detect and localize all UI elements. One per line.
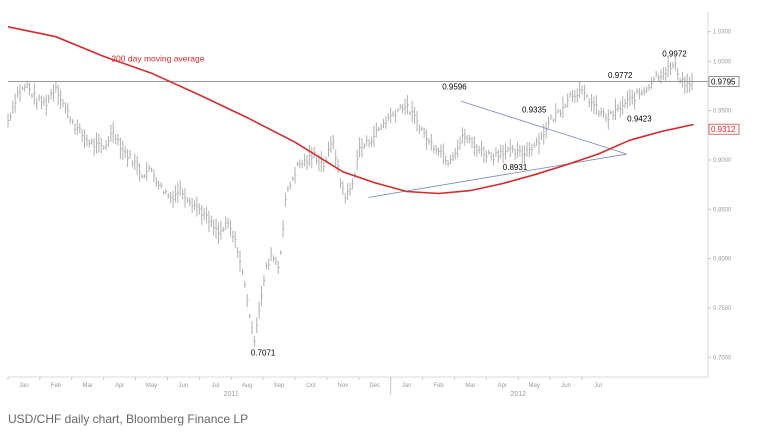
- last-value-box: [708, 123, 740, 135]
- price-bars: [7, 56, 694, 347]
- price-annotation: 0.9335: [522, 106, 547, 115]
- x-tick-label: Feb: [433, 383, 444, 389]
- y-tick-label: 0.8000: [713, 257, 732, 263]
- price-annotation: 0.9423: [627, 115, 652, 124]
- x-tick-label: Nov: [338, 383, 349, 389]
- x-tick-label: Mar: [83, 383, 93, 389]
- x-tick-label: Sep: [274, 383, 285, 389]
- axis-layer: 1.0300 1.0000 0.9500 0.9000 0.8500 0.8000 0.75…: [7, 12, 732, 398]
- price-annotation: 0.7071: [251, 348, 276, 357]
- trendline: [460, 100, 627, 155]
- y-tick-label: 0.9000: [713, 158, 732, 164]
- x-tick-label: May: [146, 383, 157, 389]
- chart-caption: USD/CHF daily chart, Bloomberg Finance L…: [8, 412, 249, 426]
- x-tick-label: May: [529, 383, 540, 389]
- ma-legend-label: 200 day moving average: [111, 53, 204, 63]
- price-annotation: 0.9972: [662, 49, 687, 58]
- y-tick-label: 0.7500: [713, 306, 732, 312]
- usdchf-chart: 1.0300 1.0000 0.9500 0.9000 0.8500 0.8000 0.75…: [7, 12, 740, 398]
- x-tick-label: Mar: [465, 383, 475, 389]
- y-tick-label: 1.0300: [713, 30, 732, 36]
- last-value-label: 0.9795: [711, 78, 736, 87]
- annotation-labels: 0.9795 0.9312 0.9972 0.9772 0.9596 0.9335 0.94…: [111, 49, 740, 357]
- y-tick-label: 0.9500: [713, 109, 732, 115]
- x-tick-label: Apr: [115, 383, 124, 389]
- y-tick-label: 1.0000: [713, 59, 732, 65]
- last-value-label: 0.9312: [711, 125, 736, 134]
- price-annotation: 0.8931: [503, 163, 528, 172]
- x-tick-label: Aug: [242, 383, 253, 389]
- x-tick-label: Jun: [561, 383, 571, 389]
- x-tick-label: Jul: [211, 383, 219, 389]
- y-tick-label: 0.8500: [713, 207, 732, 213]
- x-tick-label: Dec: [369, 383, 380, 389]
- overlay-lines: [7, 26, 708, 198]
- x-tick-label: Apr: [498, 383, 507, 389]
- year-label: 2011: [224, 391, 239, 398]
- x-tick-label: Jul: [594, 383, 602, 389]
- x-tick-label: Feb: [51, 383, 62, 389]
- last-value-box: [708, 76, 740, 87]
- year-label: 2012: [510, 391, 526, 398]
- y-tick-label: 0.7000: [713, 355, 732, 361]
- x-tick-label: Jan: [19, 383, 29, 389]
- price-annotation: 0.9772: [608, 71, 633, 80]
- price-annotation: 0.9596: [442, 82, 467, 91]
- trendline: [368, 153, 627, 198]
- x-tick-label: Oct: [306, 383, 316, 389]
- x-tick-label: Jan: [402, 383, 412, 389]
- x-tick-label: Jun: [179, 383, 189, 389]
- moving-average-line: [7, 26, 694, 195]
